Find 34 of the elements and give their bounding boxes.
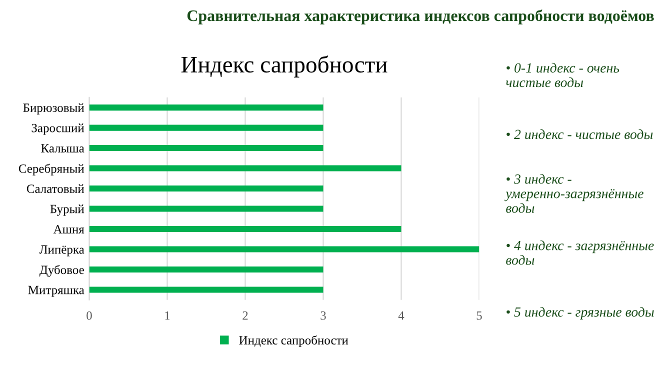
y-tick-label: Ашня: [53, 225, 84, 234]
bar: [89, 144, 324, 152]
y-tick-label: Бирюзовый: [23, 103, 84, 115]
chart-title: Индекс сапробности: [181, 56, 388, 78]
x-tick-label: 3: [320, 311, 326, 320]
bar: [89, 104, 324, 111]
x-tick-label: 2: [242, 311, 248, 320]
bar: [89, 266, 324, 273]
bar: [89, 124, 324, 131]
x-tick-label: 0: [86, 311, 92, 320]
y-tick-label: Митряшка: [28, 286, 84, 297]
y-tick-label: Заросший: [32, 124, 84, 135]
text: • 0-1 индекс - очень чистые воды: [506, 62, 620, 88]
bar: [89, 286, 324, 293]
y-tick-label: Липёрка: [39, 245, 84, 256]
chart-subtitle: Сравнительная характеристика индексов сапробности водоёмов: [187, 10, 654, 24]
bar: [89, 165, 402, 172]
bar: [89, 246, 480, 252]
legend-label: Индекс сапробности: [239, 335, 348, 348]
y-tick-label: Салатовый: [26, 184, 84, 193]
bar: [89, 226, 402, 232]
x-tick-label: 1: [165, 311, 170, 320]
y-tick-label: Серебряный: [18, 164, 84, 176]
x-tick-label: 4: [398, 311, 404, 320]
y-tick-label: Бурый: [50, 204, 84, 216]
bar: [89, 206, 324, 212]
text: • 4 индекс - загрязнённые воды: [506, 240, 654, 265]
x-tick-label: 5: [476, 311, 482, 320]
y-tick-label: Калыша: [41, 144, 84, 152]
text: • 3 индекс - умеренно-загрязнённые воды: [504, 174, 644, 213]
bar: [89, 185, 324, 192]
y-tick-label: Дубовое: [39, 265, 84, 277]
text: • 5 индекс - грязные воды: [506, 306, 654, 320]
text: • 2 индекс - чистые воды: [506, 129, 653, 140]
